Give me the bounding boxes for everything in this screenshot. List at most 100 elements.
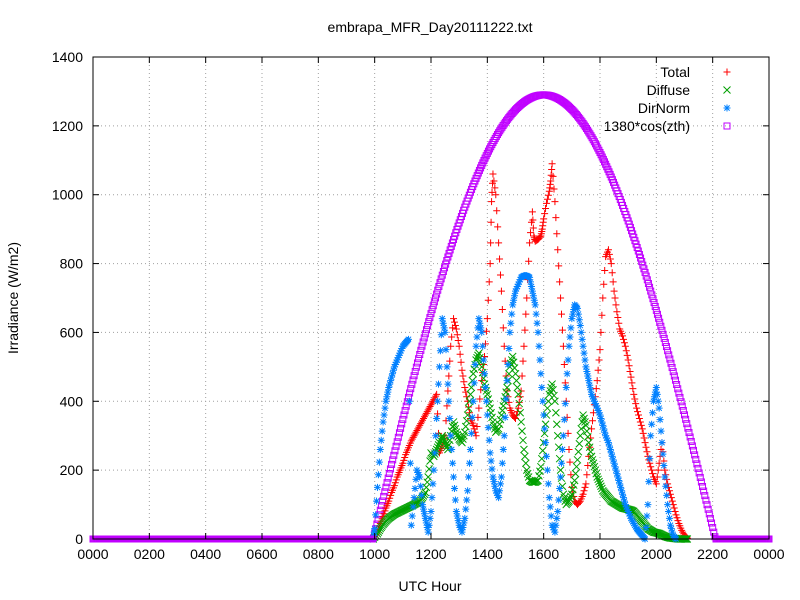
series-dirnorm-point [513, 283, 521, 291]
series-dirnorm-point [395, 351, 403, 359]
clear-sky-point [696, 473, 704, 481]
series-total-point [626, 367, 634, 375]
x-tick-label: 1800 [584, 546, 615, 562]
series-dirnorm-point [528, 287, 536, 295]
series-total-point [673, 514, 681, 522]
series-diffuse-point [514, 390, 523, 399]
series-dirnorm-point [420, 510, 428, 518]
series-total-point [552, 214, 560, 222]
series-dirnorm-point [473, 333, 481, 341]
series-total-point [488, 198, 496, 206]
series-total-point [631, 395, 639, 403]
series-dirnorm-point [591, 400, 599, 408]
series-dirnorm-point [663, 491, 671, 499]
series-diffuse-point [452, 428, 461, 437]
series-dirnorm-point [604, 439, 612, 447]
clear-sky-point [427, 310, 435, 318]
series-dirnorm-point [569, 310, 577, 318]
series-dirnorm-point [406, 459, 414, 467]
series-total-point [515, 398, 523, 406]
clear-sky-point [380, 492, 388, 500]
series-dirnorm-point [435, 380, 443, 388]
series-total-point [544, 191, 552, 199]
series-dirnorm-point [596, 411, 604, 419]
clear-sky-point [683, 420, 691, 428]
series-dirnorm-point [536, 356, 544, 364]
series-total-point [605, 250, 613, 258]
series-total-point [615, 319, 623, 327]
series-total-point [541, 210, 549, 218]
series-dirnorm-point [481, 384, 489, 392]
clear-sky-point [661, 338, 669, 346]
series-total-point [628, 379, 636, 387]
clear-sky-point [443, 257, 451, 265]
series-total-point [522, 310, 530, 318]
series-total-point [635, 415, 643, 422]
series-total-point [622, 347, 630, 355]
clear-sky-point [435, 282, 443, 290]
series-dirnorm-point [459, 524, 467, 532]
series-total-point [529, 216, 537, 224]
series-dirnorm-point [371, 525, 379, 533]
series-total-point [581, 483, 589, 491]
clear-sky-point [426, 314, 434, 322]
series-total-point [433, 390, 441, 398]
clear-sky-point [384, 474, 392, 482]
clear-sky-point [392, 442, 400, 450]
series-dirnorm-point [407, 521, 415, 529]
series-total-point [554, 246, 562, 254]
series-dirnorm-point [533, 319, 541, 327]
clear-sky-point [437, 275, 445, 283]
series-dirnorm-point [405, 397, 413, 405]
series-diffuse-point [576, 431, 585, 440]
clear-sky-point [436, 279, 444, 287]
series-total-point [653, 473, 661, 481]
clear-sky-point [397, 424, 405, 432]
series-diffuse-point [511, 369, 520, 378]
series-dirnorm-point [413, 466, 421, 474]
series-dirnorm-point [566, 333, 574, 341]
clear-sky-point [665, 351, 673, 359]
series-dirnorm-point [627, 514, 635, 522]
series-dirnorm-point [440, 324, 448, 332]
series-dirnorm-point [469, 397, 477, 405]
series-dirnorm-point [451, 496, 459, 504]
series-dirnorm-point [417, 482, 425, 490]
series-total-point [579, 490, 587, 498]
series-diffuse-point [596, 480, 604, 488]
series-total-point [548, 160, 556, 168]
series-diffuse-point [424, 473, 433, 481]
series-dirnorm-point [617, 483, 625, 491]
clear-sky-point [388, 460, 396, 468]
clear-sky-point [386, 465, 394, 473]
series-dirnorm-point [622, 503, 630, 511]
series-dirnorm-point [455, 521, 463, 529]
clear-sky-point [481, 154, 489, 162]
series-total-point [567, 471, 575, 479]
series-dirnorm-point [446, 415, 454, 422]
clear-sky-point [702, 496, 710, 504]
series-total-point [582, 480, 590, 488]
series-dirnorm-point [595, 409, 603, 417]
series-dirnorm-point [430, 466, 438, 474]
series-dirnorm-point [373, 497, 381, 505]
series-dirnorm-point [597, 415, 605, 422]
series-dirnorm-point [381, 404, 389, 412]
series-total-point [392, 476, 400, 484]
clear-sky-point [670, 372, 678, 380]
series-diffuse-point [438, 431, 447, 440]
series-total-point [674, 517, 682, 525]
series-dirnorm-point [437, 331, 445, 339]
series-dirnorm-point [501, 413, 509, 421]
clear-sky-point [700, 487, 708, 495]
clear-sky-point [664, 347, 672, 355]
y-tick-label: 1000 [52, 187, 83, 203]
series-total-point [600, 280, 608, 288]
y-tick-label: 400 [60, 393, 84, 409]
series-diffuse-point [568, 485, 577, 494]
series-dirnorm-point [539, 397, 547, 405]
clear-sky-point [593, 142, 601, 150]
series-total-point [624, 356, 632, 364]
clear-sky-point [667, 359, 675, 367]
